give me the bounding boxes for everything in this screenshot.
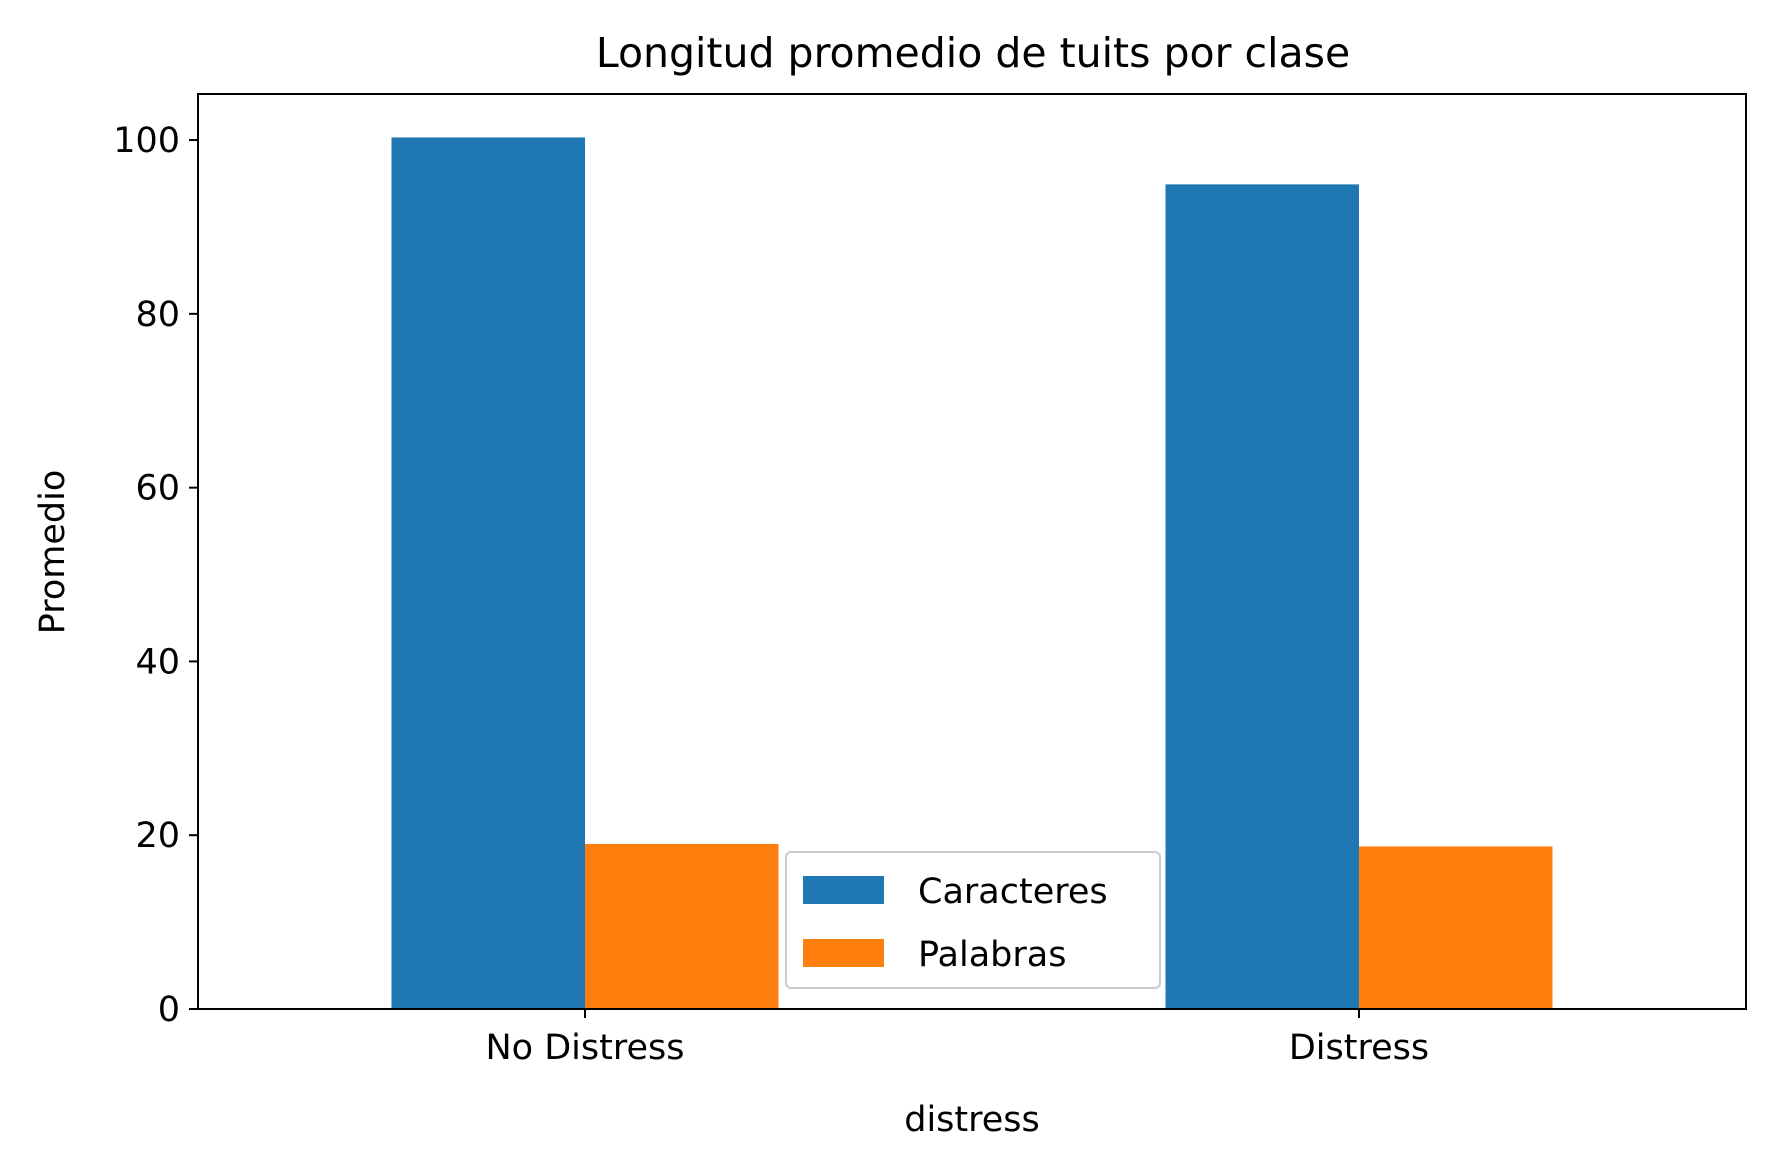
y-axis: 0 20 40 60 80 100 [113, 121, 198, 1030]
plot-area [391, 137, 1553, 1010]
bar-palabras-distress [1359, 846, 1553, 1009]
legend-swatch-caracteres [803, 876, 884, 904]
y-tick-label: 20 [135, 816, 180, 856]
plot-frame [197, 93, 1747, 1010]
y-tick-label: 80 [135, 295, 180, 335]
x-tick-label: Distress [1289, 1028, 1429, 1068]
bar-caracteres-no-distress [391, 137, 585, 1010]
y-tick-label: 100 [113, 121, 180, 161]
x-tick-label: No Distress [486, 1028, 685, 1068]
legend-label-palabras: Palabras [918, 935, 1066, 975]
bar-palabras-no-distress [585, 843, 779, 1009]
chart-title: Longitud promedio de tuits por clase [596, 29, 1350, 77]
legend: Caracteres Palabras [785, 851, 1161, 989]
x-axis: No Distress Distress [486, 1009, 1429, 1068]
y-tick-label: 40 [135, 642, 180, 682]
bar-caracteres-distress [1165, 184, 1359, 1010]
x-axis-label: distress [904, 1100, 1040, 1140]
y-axis-label: Promedio [33, 470, 73, 635]
y-tick-label: 0 [158, 990, 180, 1030]
legend-label-caracteres: Caracteres [918, 872, 1108, 912]
legend-swatch-palabras [803, 939, 884, 967]
y-tick-label: 60 [135, 469, 180, 509]
